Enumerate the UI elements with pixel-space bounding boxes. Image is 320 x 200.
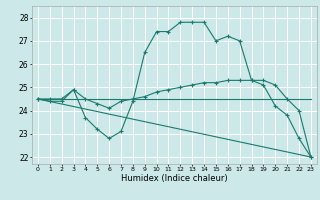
- X-axis label: Humidex (Indice chaleur): Humidex (Indice chaleur): [121, 174, 228, 183]
